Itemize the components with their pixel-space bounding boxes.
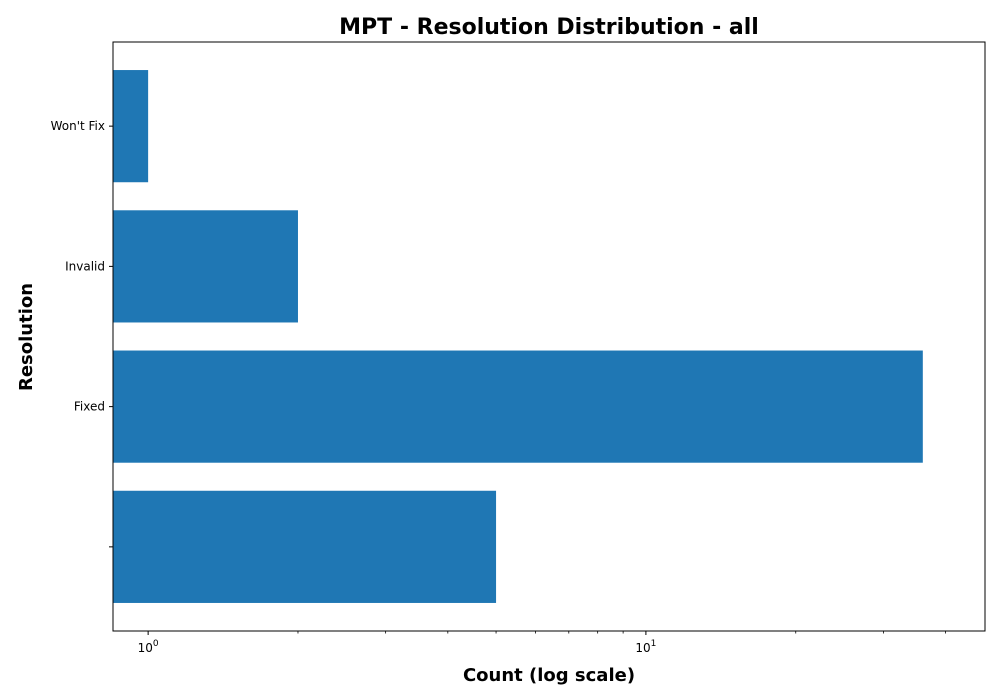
y-tick-label-1: Fixed (74, 400, 105, 414)
bar-1 (113, 350, 923, 463)
y-tick-label-2: Invalid (65, 259, 105, 273)
y-axis-ticks: Fixed Invalid Won't Fix (51, 119, 113, 548)
x-tick-label-1: 101 (635, 639, 656, 655)
bar-2 (113, 210, 298, 323)
bar-0 (113, 490, 497, 603)
x-tick-label-0: 100 (138, 639, 159, 655)
chart-title: MPT - Resolution Distribution - all (339, 15, 759, 40)
y-tick-label-3: Won't Fix (51, 119, 105, 133)
x-axis-ticks: 100 101 (138, 631, 946, 655)
bars-group (113, 70, 923, 603)
x-axis-label: Count (log scale) (463, 665, 635, 686)
plot-frame (112, 41, 986, 632)
bar-3 (113, 70, 149, 183)
y-axis-label: Resolution (16, 283, 37, 391)
